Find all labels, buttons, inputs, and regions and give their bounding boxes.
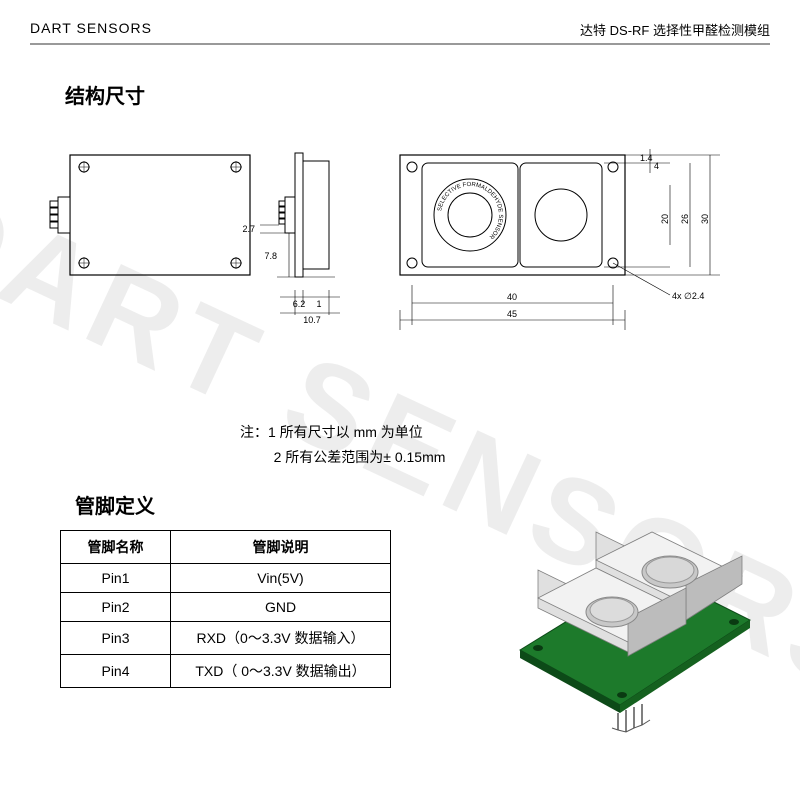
pin3-name: Pin3 xyxy=(61,622,171,655)
pin4-name: Pin4 xyxy=(61,655,171,688)
dim-20: 20 xyxy=(660,214,670,224)
pin-head-name: 管脚名称 xyxy=(61,531,171,564)
header-right: 达特 DS-RF 选择性甲醛检测模组 xyxy=(580,20,770,39)
section-title-pins: 管脚定义 xyxy=(75,490,155,519)
svg-text:SELECTIVE FORMALDEHYDE SENSOR: SELECTIVE FORMALDEHYDE SENSOR xyxy=(437,182,503,240)
dim-40: 40 xyxy=(507,292,517,302)
dim-30: 30 xyxy=(700,214,710,224)
dim-45: 45 xyxy=(507,309,517,319)
pin2-desc: GND xyxy=(171,593,391,622)
pin3-desc: RXD（0～3.3V 数据输入） xyxy=(171,622,391,655)
page-header: DART SENSORS 达特 DS-RF 选择性甲醛检测模组 xyxy=(30,20,770,45)
dimension-notes: 注：1 所有尺寸以 mm 为单位 2 所有公差范围为± 0.15mm xyxy=(240,420,445,470)
pin1-desc: Vin(5V) xyxy=(171,564,391,593)
sensor-ring-text: SELECTIVE FORMALDEHYDE SENSOR xyxy=(437,182,503,240)
note-line-2: 2 所有公差范围为± 0.15mm xyxy=(240,445,445,470)
dim-1: 1 xyxy=(316,299,321,309)
technical-drawings: 2.7 7.8 6.2 1 10.7 xyxy=(30,145,770,375)
dim-26: 26 xyxy=(680,214,690,224)
pin4-desc: TXD（ 0～3.3V 数据输出） xyxy=(171,655,391,688)
dim-7-8: 7.8 xyxy=(264,251,277,261)
table-row: Pin4 TXD（ 0～3.3V 数据输出） xyxy=(61,655,391,688)
dim-10-7: 10.7 xyxy=(303,315,321,325)
hole-note: 4x ∅2.4 xyxy=(672,291,704,301)
pin1-name: Pin1 xyxy=(61,564,171,593)
dim-6-2: 6.2 xyxy=(293,299,306,309)
header-left: DART SENSORS xyxy=(30,20,152,39)
note-line-1: 注：1 所有尺寸以 mm 为单位 xyxy=(240,420,445,445)
isometric-render xyxy=(500,530,760,750)
dim-2-7: 2.7 xyxy=(242,224,255,234)
pin2-name: Pin2 xyxy=(61,593,171,622)
dim-4: 4 xyxy=(654,161,659,171)
table-row: Pin1 Vin(5V) xyxy=(61,564,391,593)
dim-1-4: 1.4 xyxy=(640,153,653,163)
pin-definition-table: 管脚名称 管脚说明 Pin1 Vin(5V) Pin2 GND Pin3 RXD… xyxy=(60,530,391,688)
pin-head-desc: 管脚说明 xyxy=(171,531,391,564)
table-row: Pin2 GND xyxy=(61,593,391,622)
section-title-dimensions: 结构尺寸 xyxy=(65,80,145,109)
table-row: Pin3 RXD（0～3.3V 数据输入） xyxy=(61,622,391,655)
